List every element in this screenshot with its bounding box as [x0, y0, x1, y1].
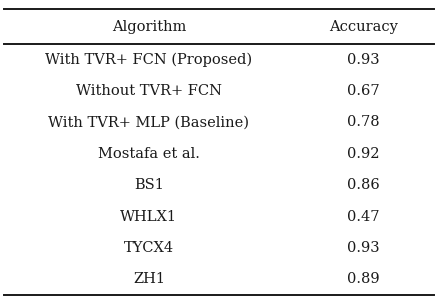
Text: Mostafa et al.: Mostafa et al.: [98, 147, 200, 161]
Text: 0.89: 0.89: [347, 272, 380, 286]
Text: TYCX4: TYCX4: [124, 241, 174, 255]
Text: 0.47: 0.47: [347, 209, 380, 223]
Text: ZH1: ZH1: [133, 272, 165, 286]
Text: 0.78: 0.78: [347, 116, 380, 130]
Text: With TVR+ MLP (Baseline): With TVR+ MLP (Baseline): [49, 116, 249, 130]
Text: 0.92: 0.92: [347, 147, 380, 161]
Text: 0.93: 0.93: [347, 241, 380, 255]
Text: 0.93: 0.93: [347, 53, 380, 67]
Text: BS1: BS1: [134, 178, 164, 192]
Text: 0.67: 0.67: [347, 84, 380, 98]
Text: Algorithm: Algorithm: [112, 19, 186, 34]
Text: 0.86: 0.86: [347, 178, 380, 192]
Text: Without TVR+ FCN: Without TVR+ FCN: [76, 84, 222, 98]
Text: Accuracy: Accuracy: [329, 19, 398, 34]
Text: With TVR+ FCN (Proposed): With TVR+ FCN (Proposed): [46, 53, 252, 67]
Text: WHLX1: WHLX1: [120, 209, 177, 223]
